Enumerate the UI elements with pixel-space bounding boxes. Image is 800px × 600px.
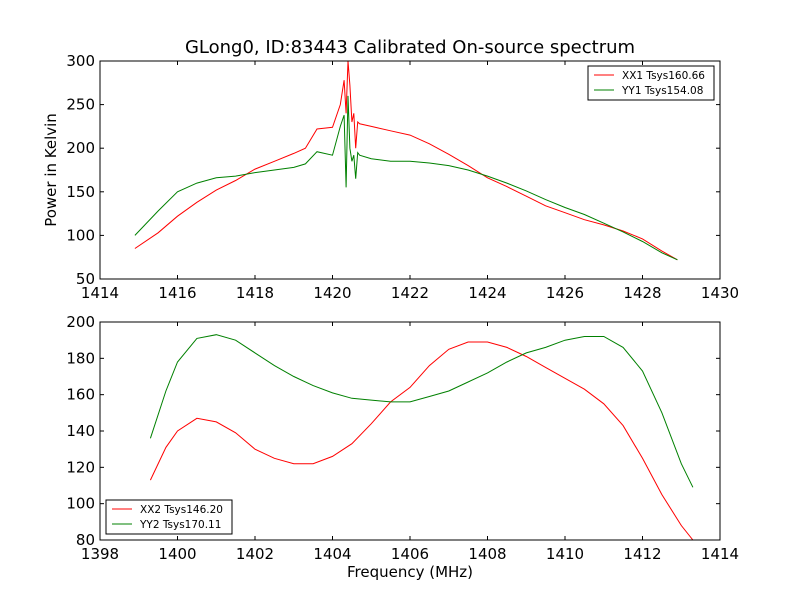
x-tick-label: 1418 xyxy=(236,284,274,302)
x-tick-label: 1414 xyxy=(701,545,739,563)
x-axis-label: Frequency (MHz) xyxy=(347,563,473,581)
y-tick-label: 200 xyxy=(66,313,95,331)
y-axis-label: Power in Kelvin xyxy=(42,113,60,227)
series-line-2 xyxy=(134,95,678,261)
y-tick-label: 160 xyxy=(66,386,95,404)
x-tick-label: 1414 xyxy=(81,284,119,302)
x-tick-label: 1416 xyxy=(158,284,196,302)
x-tick-label: 1430 xyxy=(701,284,739,302)
x-tick-label: 1410 xyxy=(546,545,584,563)
legend-entry: XX1 Tsys160.66 xyxy=(622,70,705,82)
legend-entry: XX2 Tsys146.20 xyxy=(140,504,223,516)
x-tick-label: 1426 xyxy=(546,284,584,302)
y-tick-label: 50 xyxy=(76,270,95,288)
y-tick-label: 180 xyxy=(66,349,95,367)
y-tick-label: 80 xyxy=(76,531,95,549)
legend-entry: YY1 Tsys154.08 xyxy=(621,85,703,97)
legend: XX1 Tsys160.66 YY1 Tsys154.08 xyxy=(587,65,715,101)
legend-box xyxy=(587,65,715,101)
series-line-1 xyxy=(149,341,694,540)
y-tick-label: 100 xyxy=(66,226,95,244)
series-line-2 xyxy=(149,334,694,488)
subplot-1: 1414 1416 1418 1420 1422 1424 1426 1428 1430 50 10… xyxy=(42,37,739,302)
legend-entry: YY2 Tsys170.11 xyxy=(139,519,221,531)
y-tick-label: 300 xyxy=(66,52,95,70)
x-tick-label: 1420 xyxy=(313,284,351,302)
x-tick-label: 1408 xyxy=(468,545,506,563)
y-tick-label: 100 xyxy=(66,495,95,513)
y-tick-label: 120 xyxy=(66,458,95,476)
chart-title: GLong0, ID:83443 Calibrated On-source sp… xyxy=(185,37,635,58)
y-tick-label: 200 xyxy=(66,139,95,157)
x-tick-label: 1406 xyxy=(391,545,429,563)
y-tick-label: 250 xyxy=(66,96,95,114)
x-tick-label: 1422 xyxy=(391,284,429,302)
x-tick-label: 1412 xyxy=(623,545,661,563)
legend: XX2 Tsys146.20 YY2 Tsys170.11 xyxy=(105,499,233,535)
series-line-1 xyxy=(134,61,678,261)
subplot-2: 1398 1400 1402 1404 1406 1408 1410 1412 1414 80 10… xyxy=(66,313,739,581)
x-tick-label: 1428 xyxy=(623,284,661,302)
y-tick-label: 140 xyxy=(66,422,95,440)
x-tick-label: 1424 xyxy=(468,284,506,302)
x-tick-label: 1398 xyxy=(81,545,119,563)
legend-box xyxy=(105,499,233,535)
x-tick-label: 1402 xyxy=(236,545,274,563)
x-tick-label: 1400 xyxy=(158,545,196,563)
y-tick-label: 150 xyxy=(66,183,95,201)
x-tick-label: 1404 xyxy=(313,545,351,563)
